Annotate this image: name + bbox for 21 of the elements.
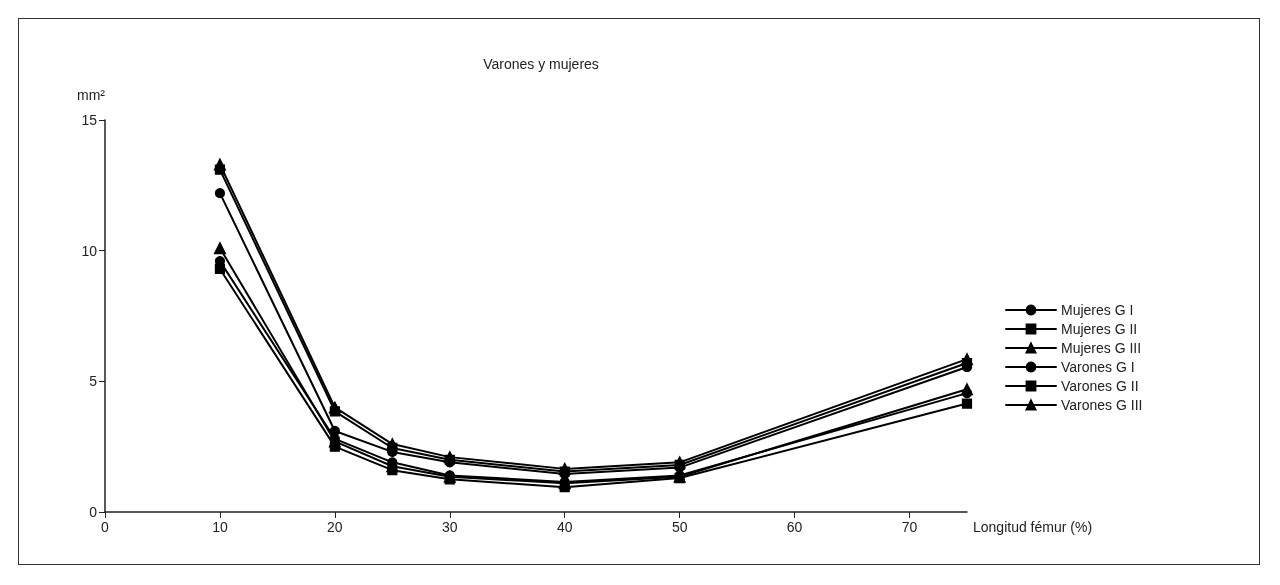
x-tick-label: 70 xyxy=(901,519,918,535)
legend-label: Varones G I xyxy=(1061,359,1135,375)
x-tick-label: 40 xyxy=(556,519,573,535)
legend-label: Mujeres G II xyxy=(1061,321,1138,337)
x-tick-label: 60 xyxy=(786,519,803,535)
legend-label: Varones G II xyxy=(1061,378,1139,394)
x-tick-label: 20 xyxy=(327,519,343,535)
x-axis-title: Longitud fémur (%) xyxy=(973,519,1093,535)
x-tick-label: 0 xyxy=(101,519,110,535)
x-tick-label: 10 xyxy=(212,519,228,535)
y-axis-title: mm² xyxy=(77,87,106,103)
y-tick-label: 5 xyxy=(89,373,98,390)
legend-label: Mujeres G III xyxy=(1061,340,1142,356)
y-tick-label: 10 xyxy=(81,242,98,259)
x-tick-label: 30 xyxy=(442,519,458,535)
chart-title: Varones y mujeres xyxy=(483,56,599,72)
y-tick-label: 15 xyxy=(81,112,98,128)
y-tick-label: 0 xyxy=(89,504,98,520)
x-tick-label: 50 xyxy=(671,519,688,535)
legend-label: Varones G III xyxy=(1061,397,1143,413)
legend-label: Mujeres G I xyxy=(1061,302,1134,318)
